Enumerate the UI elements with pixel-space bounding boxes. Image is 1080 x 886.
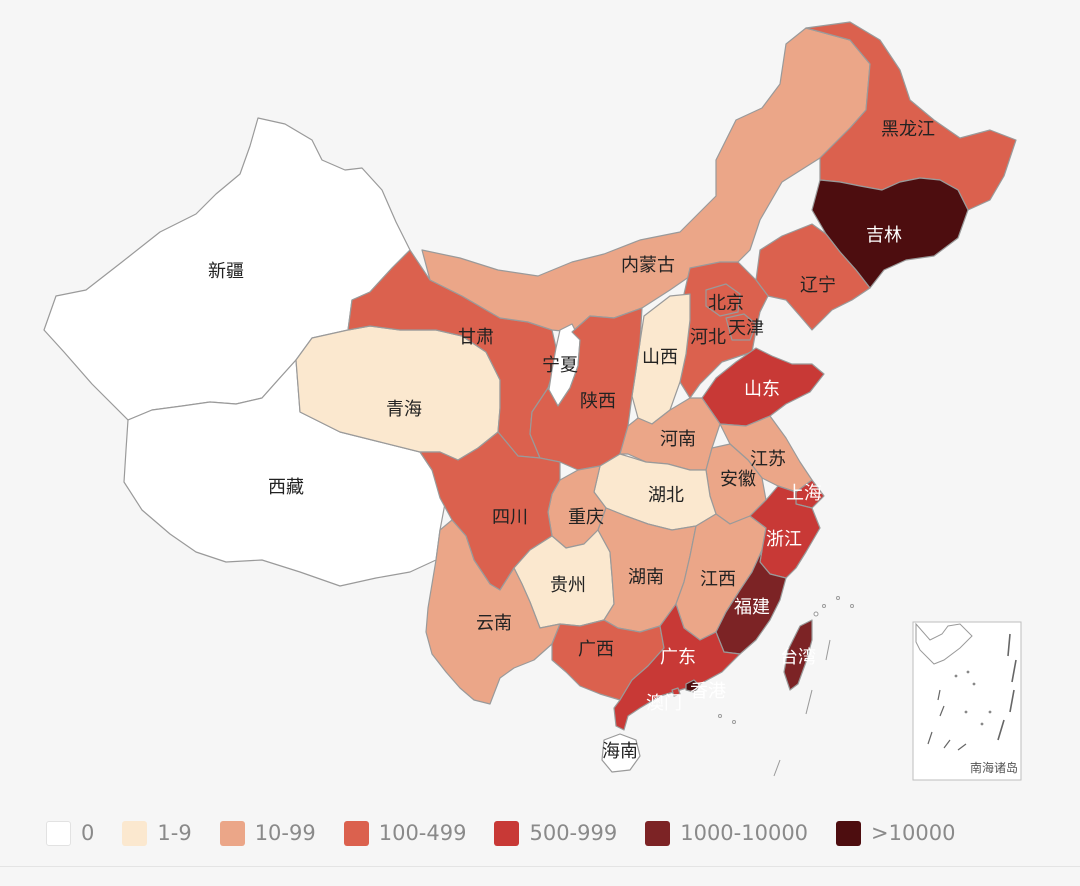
legend-swatch xyxy=(836,820,862,846)
region-label: 辽宁 xyxy=(800,275,836,296)
legend-swatch xyxy=(494,820,520,846)
legend-label: 100-499 xyxy=(378,821,467,845)
region-label: 上海 xyxy=(786,483,822,504)
region-taiwan[interactable] xyxy=(783,619,813,691)
region-label: 河北 xyxy=(690,327,726,348)
region-hainan[interactable] xyxy=(601,733,641,773)
region-label: 海南 xyxy=(602,741,638,762)
region-label: 湖北 xyxy=(648,485,684,506)
inset-label: 南海诸岛 xyxy=(970,760,1018,775)
region-label: 广东 xyxy=(660,647,696,668)
region-guangdong[interactable] xyxy=(613,603,741,731)
legend-item[interactable]: >10000 xyxy=(836,820,956,846)
legend-swatch xyxy=(645,820,671,846)
region-label: 黑龙江 xyxy=(881,119,935,140)
region-label: 江西 xyxy=(700,569,736,590)
region-tianjin[interactable] xyxy=(725,313,757,341)
region-label: 云南 xyxy=(476,613,512,634)
divider xyxy=(0,866,1080,867)
legend-item[interactable]: 1000-10000 xyxy=(645,820,809,846)
region-label: 浙江 xyxy=(766,529,802,550)
region-label: 青海 xyxy=(386,399,422,420)
legend-item[interactable]: 500-999 xyxy=(494,820,618,846)
region-label: 新疆 xyxy=(208,261,244,282)
legend-label: 10-99 xyxy=(254,821,316,845)
region-label: 湖南 xyxy=(628,567,664,588)
region-label: 河南 xyxy=(660,429,696,450)
region-label: 西藏 xyxy=(268,477,304,498)
legend-swatch xyxy=(122,820,148,846)
region-label: 重庆 xyxy=(568,507,604,528)
region-label: 台湾 xyxy=(780,647,816,668)
region-liaoning[interactable] xyxy=(755,223,871,331)
legend-label: 1-9 xyxy=(157,821,192,845)
legend: 0 1-9 10-99 100-499 500-999 1000-10000 >10000 xyxy=(46,818,983,848)
province-layer xyxy=(43,21,1017,773)
region-hongkong[interactable] xyxy=(685,679,701,693)
legend-item[interactable]: 10-99 xyxy=(219,820,316,846)
region-label: 江苏 xyxy=(750,449,786,470)
region-macau[interactable] xyxy=(671,687,681,697)
region-label: 山东 xyxy=(744,379,780,400)
legend-label: 1000-10000 xyxy=(680,821,809,845)
region-label: 吉林 xyxy=(866,225,902,246)
region-beijing[interactable] xyxy=(705,283,741,317)
legend-label: >10000 xyxy=(871,821,956,845)
islands-decoration xyxy=(718,596,854,777)
region-label: 山西 xyxy=(642,347,678,368)
region-label: 陕西 xyxy=(580,391,616,412)
region-label: 福建 xyxy=(734,597,770,618)
region-label: 贵州 xyxy=(550,575,586,596)
region-label: 安徽 xyxy=(720,469,756,490)
legend-swatch xyxy=(343,820,369,846)
legend-swatch xyxy=(46,820,71,846)
legend-item[interactable]: 0 xyxy=(46,820,95,846)
region-label: 北京 xyxy=(708,293,744,314)
region-label: 香港 xyxy=(690,681,726,702)
region-label: 天津 xyxy=(728,318,764,339)
region-label: 宁夏 xyxy=(542,355,578,376)
legend-label: 0 xyxy=(81,821,95,845)
legend-item[interactable]: 1-9 xyxy=(122,820,192,846)
region-label: 广西 xyxy=(578,639,614,660)
region-label: 甘肃 xyxy=(458,327,494,348)
south-china-sea-inset: 南海诸岛 xyxy=(912,621,1022,781)
region-label: 澳门 xyxy=(646,693,682,714)
region-xizang[interactable] xyxy=(123,359,447,587)
legend-item[interactable]: 100-499 xyxy=(343,820,467,846)
legend-label: 500-999 xyxy=(529,821,618,845)
region-label: 内蒙古 xyxy=(621,255,675,276)
region-label: 四川 xyxy=(492,507,528,528)
legend-swatch xyxy=(219,820,245,846)
